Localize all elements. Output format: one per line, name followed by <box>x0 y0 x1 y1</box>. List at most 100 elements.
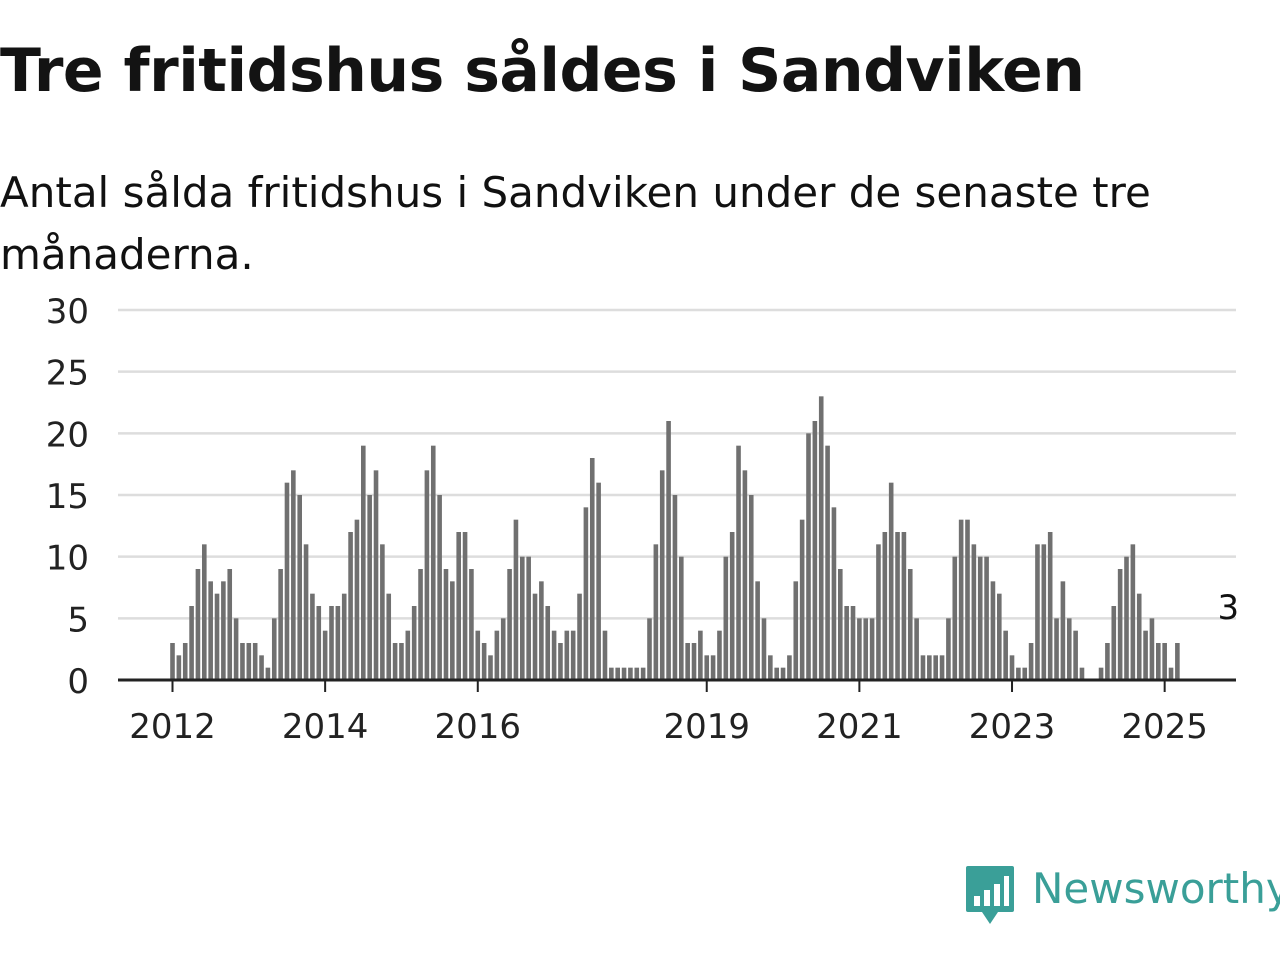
bar <box>195 569 201 680</box>
y-axis: 0 5 10 15 20 25 30 <box>46 292 89 702</box>
bar <box>386 593 392 680</box>
bar <box>380 544 385 680</box>
bar <box>679 556 684 680</box>
annotations: 3 <box>1217 588 1239 628</box>
bar <box>640 667 646 680</box>
bar <box>278 569 283 680</box>
bar <box>1105 643 1110 680</box>
bar <box>513 519 519 680</box>
x-tick-label: 2012 <box>129 707 216 747</box>
bar <box>997 593 1002 680</box>
bar <box>500 618 506 680</box>
bar <box>316 606 322 680</box>
bar <box>1168 667 1174 680</box>
bar <box>558 643 563 680</box>
bar <box>1016 667 1021 680</box>
bar <box>799 519 805 680</box>
bar <box>488 655 493 680</box>
bar <box>755 581 760 680</box>
bar <box>310 593 315 680</box>
bar <box>526 556 531 680</box>
bar <box>329 606 334 680</box>
bar <box>392 643 398 680</box>
x-tick-label: 2016 <box>435 707 522 747</box>
bar <box>481 643 487 680</box>
bar <box>971 544 977 680</box>
bar <box>176 655 182 680</box>
bar <box>297 495 302 680</box>
bar <box>189 606 194 680</box>
bar <box>303 544 309 680</box>
bar <box>990 581 996 680</box>
bar <box>411 606 417 680</box>
bar <box>469 569 474 680</box>
y-tick-label: 25 <box>46 354 89 394</box>
bar <box>1136 593 1142 680</box>
bar <box>1035 544 1040 680</box>
bar <box>977 556 983 680</box>
bar <box>443 569 449 680</box>
bar <box>761 618 767 680</box>
bar <box>233 618 239 680</box>
bar <box>583 507 589 680</box>
bar <box>1028 643 1034 680</box>
bar <box>450 581 455 680</box>
x-axis: 2012 2014 2016 2019 2021 2023 2025 <box>118 678 1236 747</box>
bar <box>844 606 849 680</box>
bar <box>806 433 811 680</box>
bar <box>793 581 799 680</box>
bar <box>424 470 430 680</box>
bar <box>202 544 207 680</box>
bar <box>214 593 220 680</box>
bar <box>367 495 372 680</box>
bar <box>768 655 773 680</box>
y-tick-label: 15 <box>46 477 89 517</box>
bar <box>774 667 779 680</box>
bar <box>271 618 277 680</box>
bar <box>952 556 958 680</box>
bar <box>399 643 404 680</box>
brand-name: Newsworthy <box>1032 864 1280 913</box>
bar <box>221 581 226 680</box>
x-tick-label: 2019 <box>663 707 750 747</box>
bar <box>348 532 353 680</box>
bar <box>1079 667 1085 680</box>
bar <box>335 606 341 680</box>
bar <box>946 618 951 680</box>
bar <box>291 470 296 680</box>
bar <box>361 445 366 680</box>
bar <box>895 532 900 680</box>
bar <box>259 655 264 680</box>
bar <box>818 396 824 680</box>
bar <box>920 655 926 680</box>
bar <box>539 581 544 680</box>
bar <box>1041 544 1047 680</box>
bar <box>1022 667 1028 680</box>
bar <box>341 593 347 680</box>
bar <box>838 569 843 680</box>
newsworthy-logo-icon <box>966 866 1014 924</box>
bar <box>882 532 888 680</box>
bar <box>418 569 423 680</box>
bar <box>437 495 442 680</box>
bar <box>602 630 608 680</box>
bar <box>857 618 862 680</box>
bar <box>958 519 964 680</box>
bar <box>1156 643 1161 680</box>
bar <box>545 606 551 680</box>
bar <box>551 630 557 680</box>
bar <box>869 618 875 680</box>
bar <box>182 643 188 680</box>
bar <box>456 532 461 680</box>
bar <box>609 667 614 680</box>
bar <box>685 643 690 680</box>
bar <box>666 421 671 680</box>
bar <box>589 458 595 680</box>
bar <box>246 643 252 680</box>
y-tick-label: 0 <box>67 662 89 702</box>
bar <box>1117 569 1123 680</box>
bar <box>710 655 716 680</box>
bar <box>252 643 258 680</box>
bar <box>1111 606 1117 680</box>
